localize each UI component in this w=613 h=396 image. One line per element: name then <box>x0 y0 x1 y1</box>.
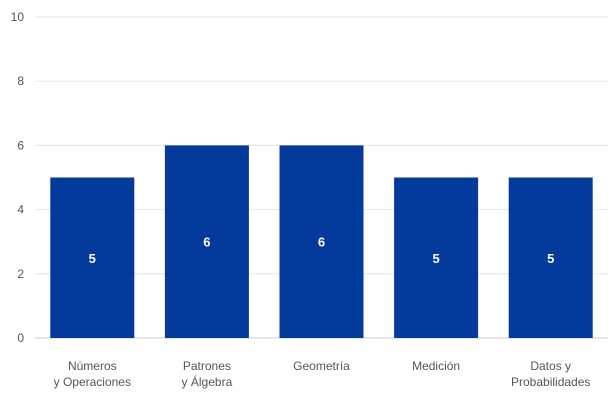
y-tick-label: 10 <box>11 10 25 24</box>
bar-value-label: 5 <box>547 251 554 266</box>
x-category-label: Datos y <box>530 359 571 373</box>
x-category-label: Probabilidades <box>511 375 590 389</box>
bar-1 <box>164 145 249 338</box>
x-category-label: y Álgebra <box>182 374 233 389</box>
bar-4 <box>508 177 593 338</box>
bar-value-label: 5 <box>89 251 96 266</box>
y-tick-label: 0 <box>17 331 24 345</box>
y-tick-label: 2 <box>17 267 24 281</box>
x-category-label: Medición <box>412 359 460 373</box>
x-category-label: y Operaciones <box>54 375 131 389</box>
bar-value-label: 6 <box>318 235 325 250</box>
bar-0 <box>50 177 135 338</box>
bar-3 <box>394 177 479 338</box>
y-tick-label: 4 <box>17 203 24 217</box>
bar-value-label: 6 <box>203 235 210 250</box>
x-category-label: Patrones <box>183 359 231 373</box>
y-axis-ticks: 0 2 4 6 8 10 <box>11 10 25 345</box>
y-tick-label: 8 <box>17 74 24 88</box>
bar-2 <box>279 145 364 338</box>
x-category-label: Geometría <box>293 359 350 373</box>
y-tick-label: 6 <box>17 138 24 152</box>
x-category-label: Números <box>68 359 117 373</box>
bar-value-label: 5 <box>432 251 439 266</box>
bars <box>50 145 593 338</box>
data-labels: 5 6 6 5 5 <box>89 235 555 266</box>
